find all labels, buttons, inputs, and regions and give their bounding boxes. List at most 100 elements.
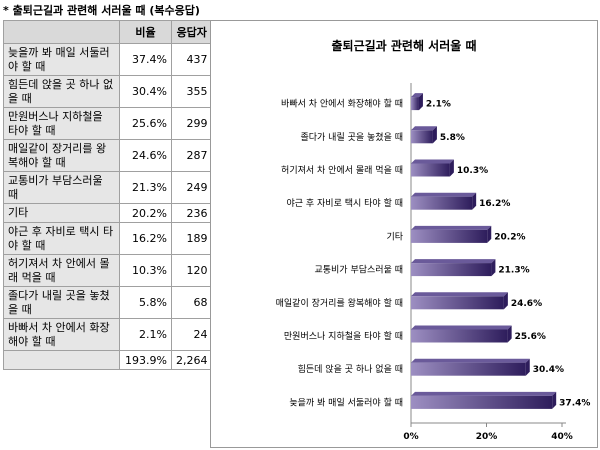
value-label: 5.8% [440, 133, 465, 143]
category-label: 교통비가 부담스러울 때 [314, 264, 403, 276]
table-cell-label: 졸다가 내릴 곳을 놓쳤을 때 [3, 286, 120, 319]
bar-end-face [432, 126, 437, 144]
table-cell-label: 매일같이 장거리를 왕복해야 할 때 [3, 139, 120, 172]
header-label [3, 20, 120, 44]
table-cell-label: 교통비가 부담스러울 때 [3, 171, 120, 204]
bar-end-face [503, 292, 508, 310]
category-label: 매일같이 장거리를 왕복해야 할 때 [276, 297, 403, 309]
table-cell-n: 249 [171, 171, 213, 204]
table-row: 만원버스나 지하철을 타야 할 때 25.6% 299 [3, 107, 213, 140]
bar-end-face [507, 325, 512, 343]
header-respondents: 응답자 [171, 20, 213, 44]
bar-top-face [411, 192, 477, 197]
table-cell-label: 야근 후 자비로 택시 타야 할 때 [3, 222, 120, 255]
table-cell-n: 189 [171, 222, 213, 255]
table-cell-n: 120 [171, 254, 213, 287]
table-cell-n: 236 [171, 203, 213, 223]
table-cell-n: 24 [171, 318, 213, 351]
x-tick-label: 20% [476, 432, 498, 442]
table-row: 힘든데 앉을 곳 하나 없을 때 30.4% 355 [3, 75, 213, 108]
bar-chart: 바빠서 차 안에서 화장해야 할 때 2.1% 졸다가 내릴 곳을 놓쳤을 때 5.8… [276, 83, 590, 442]
table-total-pct: 193.9% [119, 350, 172, 370]
value-label: 10.3% [457, 166, 488, 176]
category-label: 힘든데 앉을 곳 하나 없을 때 [298, 363, 403, 375]
category-label: 바빠서 차 안에서 화장해야 할 때 [281, 98, 403, 110]
bar-top-face [411, 358, 530, 363]
table-total-n: 2,264 [171, 350, 213, 370]
header-ratio: 비율 [119, 20, 172, 44]
chart-title: 출퇴근길과 관련해 서러울 때 [331, 39, 477, 53]
bar-top-face [411, 325, 512, 330]
bar [411, 329, 508, 343]
bar-end-face [449, 159, 454, 177]
table-cell-n: 437 [171, 43, 213, 76]
category-label: 허기져서 차 안에서 몰래 먹을 때 [281, 164, 403, 176]
table-cell-label: 바빠서 차 안에서 화장해야 할 때 [3, 318, 120, 351]
bar [411, 362, 526, 376]
table-row: 매일같이 장거리를 왕복해야 할 때 24.6% 287 [3, 139, 213, 172]
category-label: 늦을까 봐 매일 서둘러야 할 때 [289, 397, 403, 408]
table-cell-label: 힘든데 앉을 곳 하나 없을 때 [3, 75, 120, 108]
category-label: 만원버스나 지하철을 타야 할 때 [284, 331, 403, 342]
data-table: 비율 응답자 늦을까 봐 매일 서둘러야 할 때 37.4% 437 힘든데 앉을 곳… [3, 20, 213, 370]
value-label: 30.4% [533, 365, 564, 375]
value-label: 21.3% [498, 266, 529, 276]
value-label: 2.1% [426, 100, 451, 110]
bar-end-face [525, 358, 530, 376]
bar-top-face [411, 159, 454, 164]
table-cell-n: 68 [171, 286, 213, 319]
x-tick-label: 0% [403, 432, 418, 442]
bar-end-face [552, 391, 557, 409]
bar [411, 229, 488, 243]
bar-top-face [411, 93, 423, 98]
value-label: 25.6% [515, 332, 546, 342]
chart-panel: 출퇴근길과 관련해 서러울 때 바빠서 차 안에서 화장해야 할 때 2.1% 졸다… [210, 20, 598, 448]
bar-top-face [411, 126, 437, 131]
table-row: 졸다가 내릴 곳을 놓쳤을 때 5.8% 68 [3, 286, 213, 319]
table-cell-label: 만원버스나 지하철을 타야 할 때 [3, 107, 120, 140]
table-cell-pct: 10.3% [119, 254, 172, 287]
value-label: 20.2% [494, 232, 525, 242]
bar-end-face [491, 259, 496, 277]
table-total-label [3, 350, 120, 370]
bar [411, 263, 492, 277]
bar-end-face [487, 225, 492, 243]
table-row: 야근 후 자비로 택시 타야 할 때 16.2% 189 [3, 222, 213, 255]
table-cell-label: 허기져서 차 안에서 몰래 먹을 때 [3, 254, 120, 287]
x-tick-label: 40% [551, 432, 573, 442]
table-cell-n: 355 [171, 75, 213, 108]
table-total-row: 193.9% 2,264 [3, 350, 213, 370]
value-label: 37.4% [559, 398, 590, 408]
category-label: 야근 후 자비로 택시 타야 할 때 [286, 198, 403, 209]
table-row: 교통비가 부담스러울 때 21.3% 249 [3, 171, 213, 204]
table-cell-pct: 24.6% [119, 139, 172, 172]
table-cell-pct: 30.4% [119, 75, 172, 108]
bar [411, 97, 419, 111]
value-label: 24.6% [511, 299, 542, 309]
table-header-row: 비율 응답자 [3, 20, 213, 44]
table-cell-n: 299 [171, 107, 213, 140]
bar [411, 196, 473, 210]
table-cell-pct: 20.2% [119, 203, 172, 223]
bar-top-face [411, 259, 496, 264]
bar-end-face [472, 192, 477, 210]
bar [411, 296, 504, 310]
bar-top-face [411, 225, 492, 230]
bar-top-face [411, 391, 557, 396]
table-row: 허기져서 차 안에서 몰래 먹을 때 10.3% 120 [3, 254, 213, 287]
table-cell-pct: 2.1% [119, 318, 172, 351]
bar [411, 395, 553, 409]
table-cell-label: 기타 [3, 203, 120, 223]
bar [411, 163, 450, 177]
table-cell-pct: 37.4% [119, 43, 172, 76]
table-row: 늦을까 봐 매일 서둘러야 할 때 37.4% 437 [3, 43, 213, 76]
table-cell-pct: 21.3% [119, 171, 172, 204]
table-cell-pct: 5.8% [119, 286, 172, 319]
table-cell-pct: 16.2% [119, 222, 172, 255]
table-row: 기타 20.2% 236 [3, 203, 213, 223]
table-cell-pct: 25.6% [119, 107, 172, 140]
bar-top-face [411, 292, 508, 297]
table-cell-label: 늦을까 봐 매일 서둘러야 할 때 [3, 43, 120, 76]
table-cell-n: 287 [171, 139, 213, 172]
value-label: 16.2% [479, 199, 510, 209]
